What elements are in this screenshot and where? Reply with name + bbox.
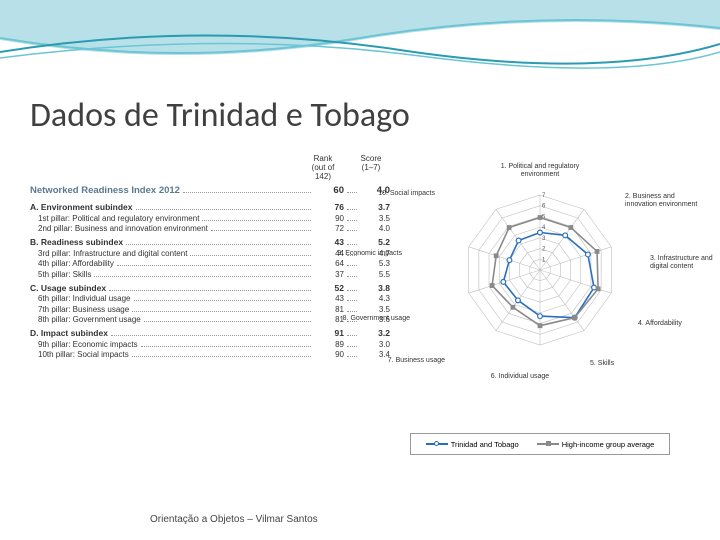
pillar-row: 4th pillar: Affordability645.3 [30, 259, 390, 268]
radar-axis-label: 1. Political and regulatory environment [495, 163, 585, 178]
legend-item-2: High-income group average [537, 440, 655, 449]
footer-text: Orientação a Objetos – Vilmar Santos [150, 514, 318, 525]
svg-text:6: 6 [542, 204, 546, 210]
radar-area: 1234567 Trinidad and Tobago High-income … [390, 155, 690, 475]
section-row: A. Environment subindex763.7 [30, 202, 390, 212]
svg-text:3: 3 [542, 236, 546, 242]
content-area: Rank(out of 142) Score(1–7) Networked Re… [30, 155, 690, 475]
radar-axis-label: 6. Individual usage [475, 373, 565, 381]
radar-axis-label: 2. Business and innovation environment [625, 193, 705, 208]
pillar-row: 9th pillar: Economic impacts893.0 [30, 340, 390, 349]
section-row: C. Usage subindex523.8 [30, 283, 390, 293]
radar-axis-label: 7. Business usage [385, 357, 445, 365]
hdr-score: Score(1–7) [352, 155, 390, 181]
svg-text:2: 2 [542, 247, 546, 253]
pillar-row: 10th pillar: Social impacts903.4 [30, 350, 390, 359]
page-title: Dados de Trinidad e Tobago [30, 95, 410, 136]
section-row: B. Readiness subindex435.2 [30, 237, 390, 247]
pillar-row: 8th pillar: Government usage813.6 [30, 315, 390, 324]
pillar-row: 1st pillar: Political and regulatory env… [30, 214, 390, 223]
legend-item-1: Trinidad and Tobago [426, 440, 519, 449]
pillar-row: 5th pillar: Skills375.5 [30, 270, 390, 279]
legend: Trinidad and Tobago High-income group av… [410, 433, 670, 455]
nri-row: Networked Readiness Index 2012 60 4.0 [30, 185, 390, 196]
radar-axis-label: 3. Infrastructure and digital content [650, 255, 720, 270]
pillar-row: 2nd pillar: Business and innovation envi… [30, 224, 390, 233]
radar-axis-label: 5. Skills [590, 360, 640, 368]
pillar-row: 7th pillar: Business usage813.5 [30, 305, 390, 314]
pillar-row: 6th pillar: Individual usage434.3 [30, 294, 390, 303]
svg-text:4: 4 [542, 225, 546, 231]
index-table: Rank(out of 142) Score(1–7) Networked Re… [30, 155, 390, 475]
radar-axis-label: 9. Economic impacts [332, 250, 402, 258]
hdr-rank: Rank(out of 142) [304, 155, 342, 181]
radar-axis-label: 8. Government usage [340, 315, 410, 323]
section-row: D. Impact subindex913.2 [30, 328, 390, 338]
svg-text:7: 7 [542, 193, 546, 199]
radar-axis-label: 10. Social impacts [375, 190, 435, 198]
header-wave-decoration [0, 0, 720, 100]
radar-axis-label: 4. Affordability [638, 320, 708, 328]
